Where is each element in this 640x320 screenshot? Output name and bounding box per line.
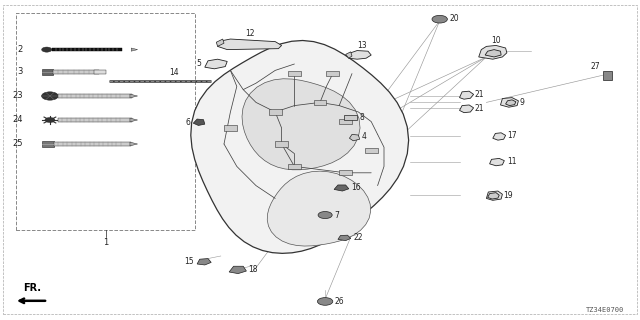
Text: 19: 19 xyxy=(504,191,513,200)
Bar xyxy=(58,118,132,122)
Polygon shape xyxy=(490,158,504,166)
Text: 14: 14 xyxy=(170,68,179,77)
Polygon shape xyxy=(334,185,349,191)
Text: 25: 25 xyxy=(13,140,23,148)
Bar xyxy=(52,48,122,51)
Polygon shape xyxy=(130,142,138,146)
Circle shape xyxy=(317,298,333,305)
Polygon shape xyxy=(488,193,499,199)
Polygon shape xyxy=(349,134,360,141)
Text: 16: 16 xyxy=(351,183,360,192)
Text: 17: 17 xyxy=(508,132,517,140)
Polygon shape xyxy=(486,191,502,200)
Polygon shape xyxy=(191,41,409,253)
Polygon shape xyxy=(460,105,474,113)
Text: 21: 21 xyxy=(475,90,484,99)
Bar xyxy=(288,164,301,169)
Text: 10: 10 xyxy=(491,36,501,45)
Text: 15: 15 xyxy=(184,257,194,266)
Polygon shape xyxy=(131,48,138,51)
Bar xyxy=(224,125,237,131)
Polygon shape xyxy=(197,259,211,265)
Text: 4: 4 xyxy=(362,132,367,141)
Polygon shape xyxy=(242,79,360,170)
Polygon shape xyxy=(205,59,227,69)
Polygon shape xyxy=(218,39,282,50)
Text: 27: 27 xyxy=(591,62,600,71)
Polygon shape xyxy=(338,235,351,241)
Polygon shape xyxy=(130,94,138,98)
Bar xyxy=(269,109,282,115)
Polygon shape xyxy=(485,50,501,57)
Bar xyxy=(16,13,195,230)
Polygon shape xyxy=(493,133,506,140)
Text: 1: 1 xyxy=(103,238,108,247)
Bar xyxy=(288,71,301,76)
Text: 13: 13 xyxy=(357,41,367,50)
Bar xyxy=(42,69,53,75)
Bar xyxy=(42,141,54,147)
Bar xyxy=(344,115,357,120)
Polygon shape xyxy=(346,52,352,58)
Text: 6: 6 xyxy=(186,118,191,127)
Text: 9: 9 xyxy=(520,98,525,107)
Polygon shape xyxy=(229,266,246,274)
Text: 11: 11 xyxy=(507,157,516,166)
Bar xyxy=(339,170,352,175)
Polygon shape xyxy=(349,51,371,59)
Polygon shape xyxy=(460,91,474,99)
Text: 12: 12 xyxy=(245,29,254,38)
Polygon shape xyxy=(479,45,507,59)
Bar xyxy=(94,70,106,74)
Polygon shape xyxy=(268,171,371,246)
Polygon shape xyxy=(130,118,138,122)
Circle shape xyxy=(45,117,55,123)
Text: 3: 3 xyxy=(18,68,23,76)
Polygon shape xyxy=(193,119,205,125)
Text: 26: 26 xyxy=(334,297,344,306)
Circle shape xyxy=(42,47,52,52)
Polygon shape xyxy=(500,98,518,107)
Bar xyxy=(58,94,132,98)
Text: FR.: FR. xyxy=(23,283,41,293)
Polygon shape xyxy=(506,100,516,106)
Text: 22: 22 xyxy=(353,233,363,242)
Circle shape xyxy=(432,15,447,23)
Polygon shape xyxy=(216,39,224,46)
Circle shape xyxy=(318,212,332,219)
Bar xyxy=(365,148,378,153)
Bar xyxy=(54,142,131,146)
Text: 23: 23 xyxy=(12,92,23,100)
Bar xyxy=(326,71,339,76)
Circle shape xyxy=(42,92,58,100)
Text: 21: 21 xyxy=(475,104,484,113)
Bar xyxy=(603,71,612,80)
Text: 24: 24 xyxy=(13,116,23,124)
Bar xyxy=(314,100,326,105)
Text: 18: 18 xyxy=(248,265,258,274)
Text: 8: 8 xyxy=(360,113,364,122)
Text: 7: 7 xyxy=(334,211,339,220)
Text: TZ34E0700: TZ34E0700 xyxy=(586,307,624,313)
Bar xyxy=(53,70,99,74)
Bar xyxy=(339,119,352,124)
Text: 2: 2 xyxy=(18,45,23,54)
Text: 5: 5 xyxy=(196,60,202,68)
Text: 20: 20 xyxy=(449,14,459,23)
Bar xyxy=(275,141,288,147)
